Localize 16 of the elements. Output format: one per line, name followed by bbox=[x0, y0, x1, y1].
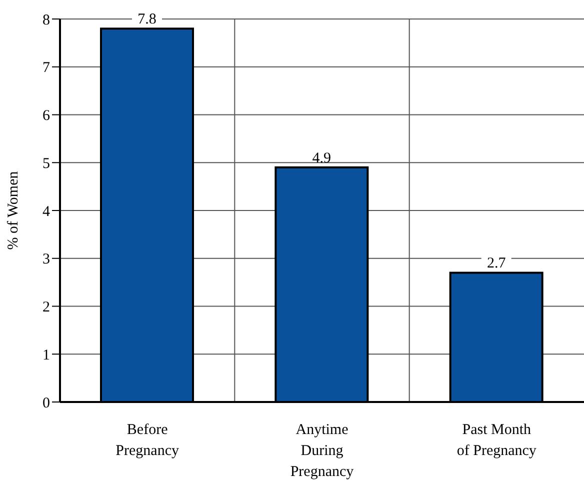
y-tick-label: 3 bbox=[42, 252, 50, 268]
data-label: 2.7 bbox=[486, 256, 506, 272]
x-tick-label: Before Pregnancy bbox=[116, 422, 180, 459]
y-tick-label: 8 bbox=[42, 12, 50, 28]
y-tick-label: 5 bbox=[42, 156, 50, 172]
y-tick-label: 4 bbox=[42, 204, 50, 220]
y-tick-label: 6 bbox=[42, 108, 50, 124]
y-axis-title: % of Women bbox=[5, 170, 22, 250]
y-tick-label: 2 bbox=[42, 300, 50, 316]
y-tick-label: 7 bbox=[42, 60, 50, 76]
x-tick-label: Past Month of Pregnancy bbox=[456, 422, 537, 459]
data-label: 4.9 bbox=[312, 150, 332, 166]
y-tick-label: 0 bbox=[42, 395, 50, 412]
data-label: 7.8 bbox=[138, 12, 156, 28]
x-tick-label: Anytime During Pregnancy bbox=[290, 422, 354, 480]
y-tick-label: 1 bbox=[42, 347, 50, 364]
